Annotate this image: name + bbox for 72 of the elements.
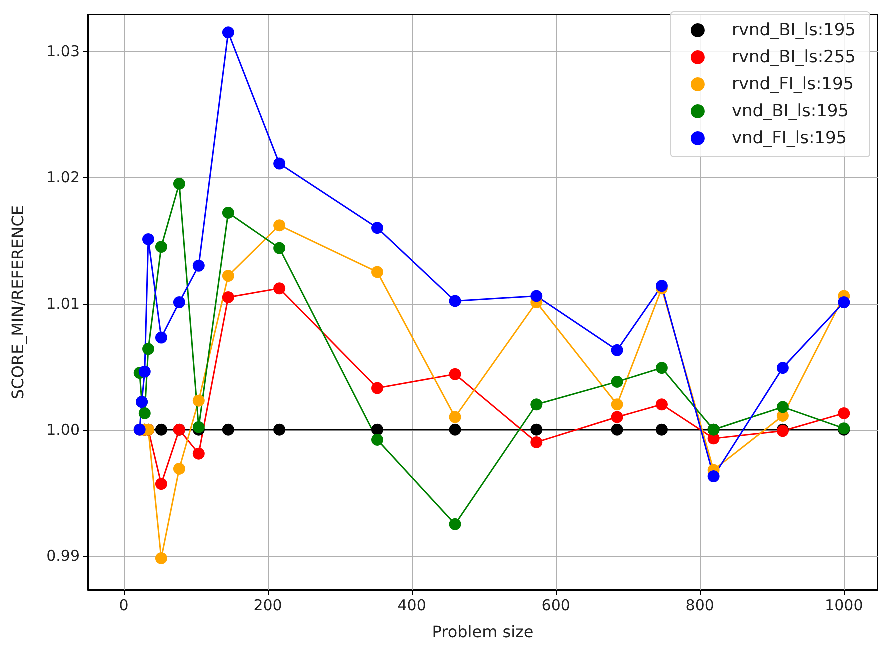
point: [155, 478, 168, 490]
y-tick-label: 1.03: [46, 42, 80, 61]
point: [372, 266, 384, 278]
x-tick-label: 400: [398, 596, 426, 614]
point: [449, 518, 462, 530]
point: [611, 344, 624, 356]
point: [138, 407, 151, 420]
point: [372, 382, 384, 394]
point: [222, 206, 234, 219]
point: [222, 26, 234, 39]
point: [372, 424, 384, 436]
point: [222, 270, 234, 282]
point: [530, 290, 543, 302]
point: [449, 368, 462, 380]
point: [776, 362, 789, 374]
point: [155, 424, 168, 436]
point: [138, 366, 151, 378]
point: [274, 282, 286, 295]
x-tick-label: 200: [254, 596, 282, 614]
x-tick-label: 1000: [825, 596, 864, 614]
point: [838, 407, 850, 420]
point: [372, 434, 384, 446]
point: [173, 462, 186, 475]
point: [656, 424, 668, 436]
point: [530, 424, 543, 436]
point: [192, 448, 205, 460]
point: [192, 421, 205, 434]
legend-label: vnd_FI_ls:195: [732, 128, 848, 148]
point: [776, 401, 789, 414]
point: [173, 296, 186, 308]
point: [173, 178, 186, 190]
point: [142, 233, 154, 246]
legend-label: rvnd_FI_ls:195: [732, 74, 854, 94]
y-tick-label: 0.99: [46, 546, 80, 565]
legend-label: rvnd_BI_ls:195: [732, 20, 856, 40]
point: [656, 280, 668, 292]
point: [611, 424, 624, 436]
point: [656, 362, 668, 374]
point: [142, 343, 154, 356]
point: [274, 158, 286, 170]
point: [449, 424, 462, 436]
x-tick-label: 800: [686, 596, 714, 614]
y-tick-label: 1.02: [46, 168, 80, 187]
legend-label: rvnd_BI_ls:255: [732, 48, 856, 68]
point: [155, 241, 168, 254]
x-axis-title: Problem size: [432, 622, 534, 642]
point: [708, 470, 720, 483]
point: [449, 295, 462, 308]
point: [274, 220, 286, 232]
point: [530, 398, 543, 411]
point: [274, 242, 286, 254]
point: [611, 376, 624, 388]
point: [155, 552, 168, 564]
y-tick-label: 1.01: [46, 294, 80, 313]
point: [155, 332, 168, 344]
point: [611, 398, 624, 411]
point: [611, 411, 624, 424]
point: [656, 398, 668, 411]
y-tick-label: 1.00: [46, 420, 80, 439]
point: [222, 424, 234, 436]
legend-label: vnd_BI_ls:195: [732, 102, 850, 122]
x-tick-label: 0: [119, 596, 129, 614]
point: [838, 296, 850, 308]
point: [274, 424, 286, 436]
point: [530, 436, 543, 448]
point: [449, 411, 462, 424]
point: [222, 291, 234, 304]
point: [192, 260, 205, 272]
point: [372, 222, 384, 234]
y-axis-title: SCORE_MIN/REFERENCE: [8, 205, 28, 400]
point: [192, 394, 205, 407]
x-tick-label: 600: [542, 596, 570, 614]
